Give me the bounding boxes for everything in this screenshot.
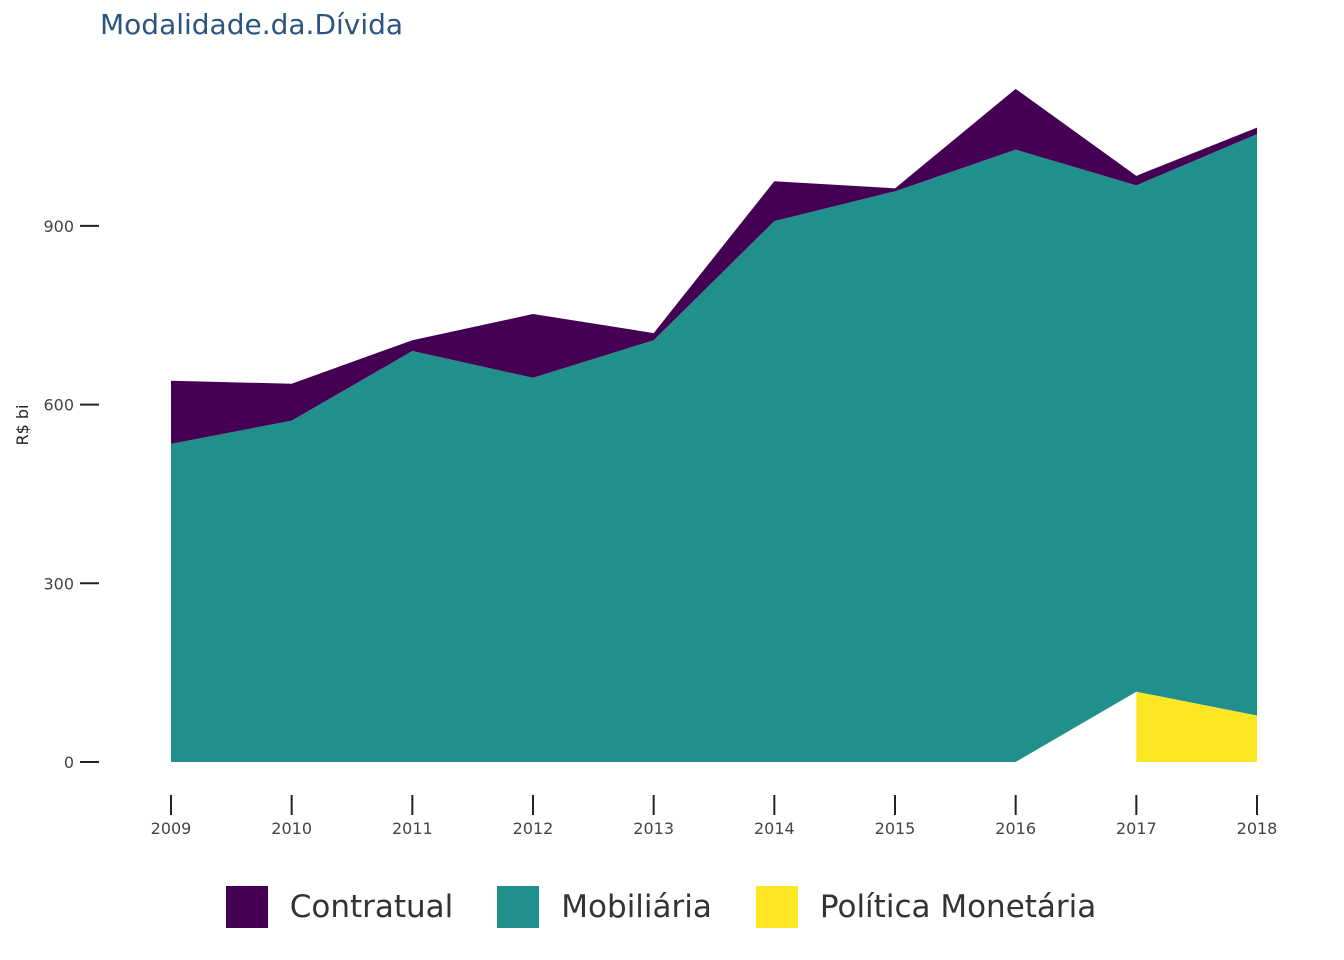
y-tick-label: 900 — [43, 217, 74, 236]
legend-swatch — [755, 886, 798, 928]
x-tick-label: 2018 — [1237, 819, 1278, 838]
legend-item-mobili-ria: Mobiliária — [497, 886, 712, 928]
legend-swatch — [225, 886, 268, 928]
x-tick-label: 2011 — [392, 819, 433, 838]
legend-item-contratual: Contratual — [225, 886, 454, 928]
x-tick-label: 2016 — [995, 819, 1036, 838]
y-tick-label: 0 — [64, 753, 74, 772]
x-tick-label: 2017 — [1116, 819, 1157, 838]
legend-label: Política Monetária — [819, 889, 1097, 925]
area-mobili-ria — [171, 134, 1257, 762]
area-contratual — [171, 88, 1257, 444]
y-axis-title: R$ bi — [13, 405, 32, 446]
area-series-group — [171, 88, 1257, 762]
x-tick-label: 2009 — [151, 819, 192, 838]
legend-swatch — [497, 886, 540, 928]
x-axis: 2009 2010 2011 2012 2013 2014 2015 2016 2017 2018 — [151, 795, 1278, 838]
chart-title: Modalidade.da.Dívida — [100, 8, 404, 41]
y-axis: 0 300 600 900 — [43, 217, 99, 772]
legend-label: Mobiliária — [561, 889, 712, 925]
x-tick-label: 2013 — [633, 819, 674, 838]
legend-label: Contratual — [289, 889, 454, 925]
y-tick-label: 300 — [43, 574, 74, 593]
area-pol-tica-monet-ria — [1136, 691, 1257, 762]
y-tick-label: 600 — [43, 396, 74, 415]
legend: Contratual Mobiliária Política Monetária — [0, 884, 1344, 930]
x-tick-label: 2015 — [875, 819, 916, 838]
legend-item-pol-tica-monet-ria: Política Monetária — [755, 886, 1097, 928]
x-tick-label: 2014 — [754, 819, 795, 838]
x-tick-label: 2012 — [513, 819, 554, 838]
x-tick-label: 2010 — [271, 819, 312, 838]
